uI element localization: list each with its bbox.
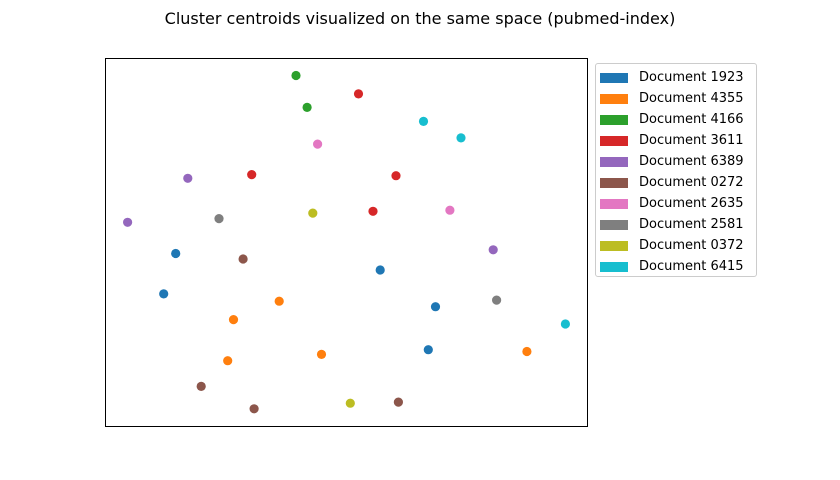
data-point-series-1-0 (274, 296, 284, 306)
data-point-series-3-1 (247, 170, 257, 180)
legend-swatch (600, 135, 628, 146)
data-point-series-8-1 (345, 398, 355, 408)
legend-label: Document 2581 (639, 217, 744, 232)
data-point-series-5-0 (238, 254, 248, 264)
data-point-series-3-0 (353, 89, 364, 99)
data-point-series-1-2 (223, 356, 233, 366)
points-layer (123, 70, 571, 414)
legend-label: Document 2635 (639, 196, 744, 211)
legend-entry: Document 1923 (596, 67, 756, 88)
legend-swatch (600, 72, 628, 83)
legend-swatch (600, 156, 628, 167)
data-point-series-5-1 (196, 381, 206, 391)
legend-label: Document 4166 (639, 112, 744, 127)
data-point-series-3-3 (368, 206, 378, 216)
data-point-series-4-0 (183, 173, 193, 183)
legend-entry: Document 2581 (596, 214, 756, 235)
data-point-series-5-3 (393, 397, 403, 407)
legend-entry: Document 3611 (596, 130, 756, 151)
data-point-series-7-1 (492, 295, 502, 305)
legend-swatch (600, 177, 628, 188)
data-point-series-4-2 (488, 245, 498, 255)
legend-label: Document 1923 (639, 70, 744, 85)
legend-label: Document 0272 (639, 175, 744, 190)
data-point-series-8-0 (308, 208, 318, 218)
legend-entry: Document 6389 (596, 151, 756, 172)
legend-label: Document 6415 (639, 259, 744, 274)
legend: Document 1923 Document 4355 Document 4166 D… (595, 63, 757, 277)
data-point-series-9-1 (456, 133, 466, 143)
legend-entry: Document 0372 (596, 235, 756, 256)
legend-label: Document 3611 (639, 133, 744, 148)
data-point-series-0-3 (430, 302, 441, 312)
data-point-series-7-0 (214, 214, 224, 224)
data-point-series-2-1 (302, 102, 312, 112)
data-point-series-9-2 (560, 319, 571, 329)
legend-swatch (600, 198, 628, 209)
legend-entry: Document 6415 (596, 256, 756, 277)
data-point-series-0-2 (375, 265, 385, 275)
data-point-series-3-2 (391, 171, 401, 181)
legend-swatch (600, 114, 628, 125)
legend-swatch (600, 219, 628, 230)
legend-label: Document 6389 (639, 154, 744, 169)
data-point-series-1-3 (316, 349, 327, 359)
plot-area-frame (105, 58, 588, 427)
data-point-series-4-1 (123, 217, 133, 227)
legend-swatch (600, 93, 628, 104)
data-point-series-1-1 (228, 315, 239, 325)
data-point-series-0-0 (171, 248, 181, 259)
chart-title: Cluster centroids visualized on the same… (164, 9, 676, 28)
data-point-series-1-4 (522, 346, 532, 357)
legend-entry: Document 0272 (596, 172, 756, 193)
legend-entry: Document 4166 (596, 109, 756, 130)
legend-swatch (600, 261, 628, 272)
legend-entry: Document 2635 (596, 193, 756, 214)
data-point-series-5-2 (249, 404, 259, 414)
data-point-series-9-0 (418, 116, 429, 126)
data-point-series-0-4 (423, 345, 433, 355)
data-point-series-6-1 (445, 205, 455, 215)
legend-entry: Document 4355 (596, 88, 756, 109)
data-point-series-2-0 (291, 70, 301, 81)
legend-label: Document 4355 (639, 91, 744, 106)
legend-swatch (600, 240, 628, 251)
data-point-series-6-0 (313, 139, 323, 149)
legend-label: Document 0372 (639, 238, 744, 253)
data-point-series-0-1 (159, 289, 169, 299)
